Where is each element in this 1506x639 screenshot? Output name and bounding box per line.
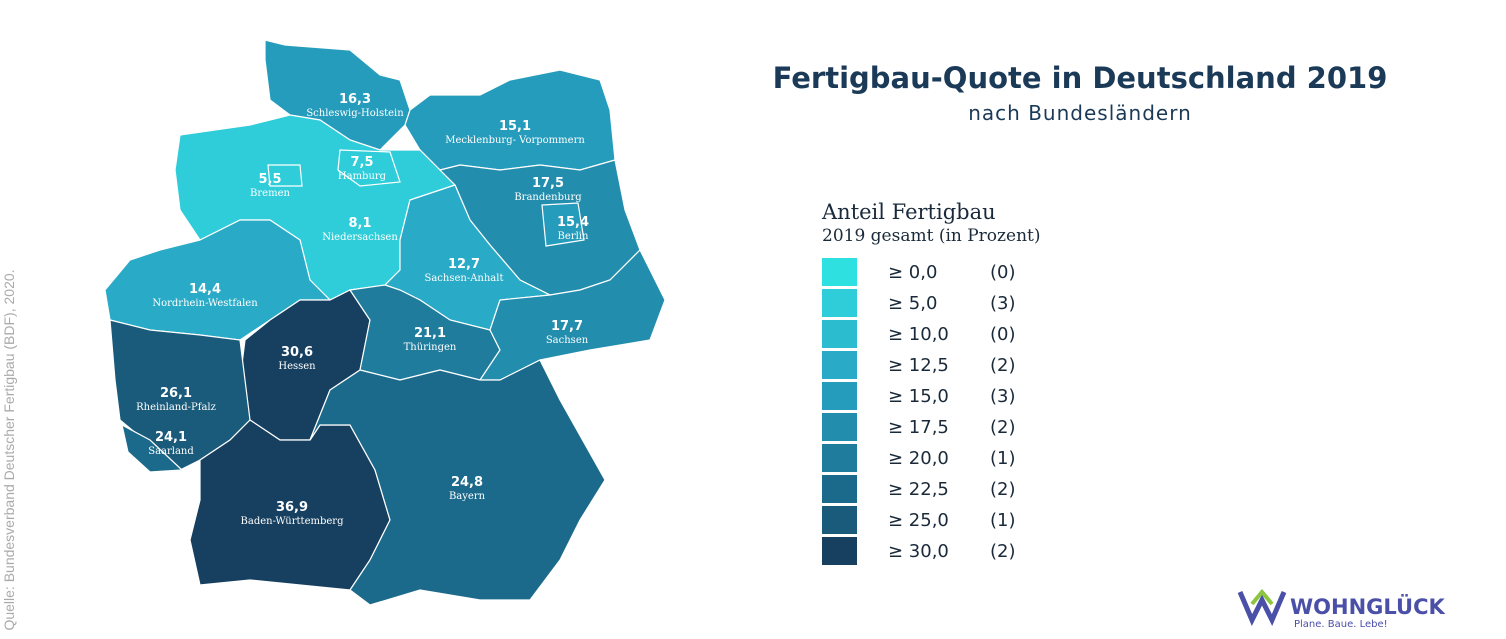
legend-threshold: ≥ 22,5: [888, 479, 949, 500]
region-name: Hamburg: [338, 171, 387, 182]
region-value: 30,6: [281, 345, 313, 360]
legend-swatch: [822, 537, 857, 565]
legend: ≥ 0,0 (0) ≥ 5,0 (3) ≥ 10,0 (0) ≥ 12,5 (2) ≥ 15,0…: [822, 258, 1016, 565]
title: Fertigbau-Quote in Deutschland 2019: [773, 61, 1388, 95]
logo-name: WOHNGLÜCK: [1290, 594, 1445, 619]
legend-count: (2): [990, 355, 1016, 376]
legend-count: (1): [990, 510, 1016, 531]
legend-threshold: ≥ 17,5: [888, 417, 949, 438]
logo-icon: [1237, 591, 1287, 626]
state: [264, 39, 411, 151]
region-name: Berlin: [558, 231, 589, 242]
legend-title: Anteil Fertigbau: [821, 200, 996, 224]
region-name: Mecklenburg- Vorpommern: [445, 135, 585, 146]
legend-count: (3): [990, 293, 1016, 314]
legend-swatch: [822, 351, 857, 379]
subtitle: nach Bundesländern: [968, 101, 1192, 125]
legend-threshold: ≥ 5,0: [888, 293, 937, 314]
legend-swatch: [822, 475, 857, 503]
legend-threshold: ≥ 30,0: [888, 541, 949, 562]
region-name: Nordrhein-Westfalen: [152, 298, 258, 309]
legend-threshold: ≥ 10,0: [888, 324, 949, 345]
region-value: 15,4: [557, 215, 589, 230]
legend-swatch: [822, 289, 857, 317]
region-value: 21,1: [414, 326, 446, 341]
region-value: 17,7: [551, 319, 583, 334]
legend-threshold: ≥ 15,0: [888, 386, 949, 407]
logo-roof: [1250, 588, 1274, 606]
region-name: Schleswig-Holstein: [306, 108, 404, 119]
region-name: Thüringen: [404, 342, 457, 353]
region-value: 16,3: [339, 92, 371, 107]
legend-threshold: ≥ 12,5: [888, 355, 949, 376]
region-value: 12,7: [448, 257, 480, 272]
region-name: Bremen: [250, 188, 290, 199]
region-value: 5,5: [258, 172, 281, 187]
legend-count: (1): [990, 448, 1016, 469]
state: [104, 219, 332, 341]
legend-swatch: [822, 506, 857, 534]
logo-tagline: Plane. Baue. Lebe!: [1294, 619, 1388, 630]
legend-swatch: [822, 444, 857, 472]
region-name: Bayern: [449, 491, 486, 502]
state: [337, 149, 401, 187]
region-name: Hessen: [278, 361, 316, 372]
region-value: 24,8: [451, 475, 483, 490]
legend-swatch: [822, 382, 857, 410]
region-value: 14,4: [189, 282, 221, 297]
state: [267, 164, 303, 187]
logo: WOHNGLÜCK Plane. Baue. Lebe!: [1237, 588, 1445, 630]
source: Quelle: Bundesverband Deutscher Fertigba…: [1, 269, 17, 630]
legend-count: (2): [990, 541, 1016, 562]
region-name: Brandenburg: [514, 192, 582, 203]
region-value: 15,1: [499, 119, 531, 134]
region-name: Sachsen: [546, 335, 589, 346]
region-value: 36,9: [276, 500, 308, 515]
legend-swatch: [822, 413, 857, 441]
region-value: 17,5: [532, 176, 564, 191]
region-name: Sachsen-Anhalt: [424, 273, 503, 284]
legend-count: (3): [990, 386, 1016, 407]
region-name: Baden-Württemberg: [241, 516, 345, 527]
legend-threshold: ≥ 0,0: [888, 262, 937, 283]
region-name: Saarland: [148, 446, 194, 457]
legend-swatch: [822, 258, 857, 286]
legend-count: (2): [990, 417, 1016, 438]
legend-threshold: ≥ 25,0: [888, 510, 949, 531]
region-value: 8,1: [348, 216, 371, 231]
legend-subtitle: 2019 gesamt (in Prozent): [822, 226, 1040, 246]
legend-count: (0): [990, 262, 1016, 283]
legend-threshold: ≥ 20,0: [888, 448, 949, 469]
legend-count: (2): [990, 479, 1016, 500]
state: [309, 359, 606, 606]
legend-count: (0): [990, 324, 1016, 345]
region-name: Niedersachsen: [322, 232, 398, 243]
state: [121, 423, 184, 473]
state: [541, 202, 585, 247]
legend-swatch: [822, 320, 857, 348]
region-value: 7,5: [350, 155, 373, 170]
region-value: 24,1: [155, 430, 187, 445]
region-name: Rheinland-Pfalz: [136, 402, 216, 413]
region-value: 26,1: [160, 386, 192, 401]
